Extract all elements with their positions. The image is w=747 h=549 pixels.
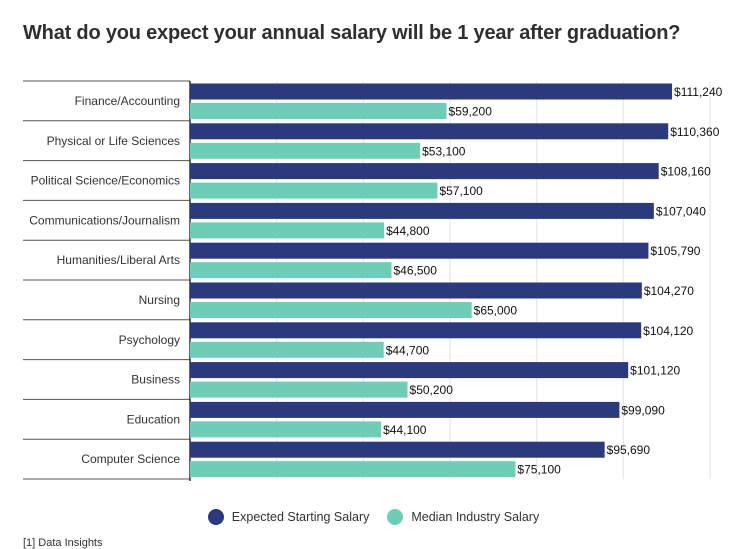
data-label-expected: $95,690 [607,443,651,457]
category-label: Communications/Journalism [29,213,180,227]
legend-swatch-median [387,509,404,525]
salary-bar-chart: Finance/Accounting $111,240 $59,200 Physica… [23,80,723,481]
data-label-expected: $105,790 [650,244,700,258]
bar-median [190,461,516,478]
category-label: Humanities/Liberal Arts [57,253,180,267]
chart-title: What do you expect your annual salary wi… [23,22,681,44]
bar-median [190,182,438,199]
category-label: Business [131,373,180,387]
bar-expected [190,282,642,299]
data-label-median: $53,100 [422,144,466,158]
category-label: Computer Science [81,452,180,466]
bar-expected [190,83,673,100]
data-label-expected: $108,160 [661,165,711,179]
bar-median [190,381,408,398]
category-label: Education [127,412,180,426]
bar-median [190,421,382,438]
bar-expected [190,242,649,259]
bar-median [190,302,472,318]
category-label: Psychology [119,333,180,347]
data-label-expected: $107,040 [656,204,706,218]
category-label: Physical or Life Sciences [47,134,180,148]
category-label: Nursing [139,293,180,307]
bar-expected [190,401,620,418]
data-label-expected: $99,090 [621,403,665,417]
legend-swatch-expected [207,509,224,525]
data-label-median: $65,000 [474,304,518,318]
category-label: Finance/Accounting [75,94,180,108]
legend-item-median[interactable]: Median Industry Salary [387,509,539,525]
data-label-expected: $104,270 [644,284,694,298]
legend-label-median: Median Industry Salary [411,510,540,524]
footnote: [1] Data Insights [23,537,103,549]
bar-median [190,103,447,119]
chart-legend: Expected Starting Salary Median Industry… [0,509,747,525]
bar-expected [190,441,605,458]
data-label-expected: $104,120 [643,324,693,338]
data-label-expected: $110,360 [670,125,719,139]
data-label-median: $44,800 [386,224,430,238]
data-label-median: $57,100 [439,184,483,198]
bar-median [190,341,384,358]
bar-expected [190,202,654,219]
data-label-median: $59,200 [449,105,493,119]
bar-median [190,222,385,239]
bar-median [190,142,421,159]
bar-expected [190,163,659,180]
bar-expected [190,123,669,140]
data-label-median: $44,700 [386,343,430,357]
bar-median [190,262,392,279]
legend-label-expected: Expected Starting Salary [231,510,370,524]
legend-item-expected[interactable]: Expected Starting Salary [207,509,370,525]
data-label-expected: $111,240 [674,85,723,99]
data-label-median: $75,100 [517,463,561,477]
bar-expected [190,322,642,339]
data-label-expected: $101,120 [630,364,680,378]
category-label: Political Science/Economics [31,174,180,188]
data-label-median: $44,100 [383,423,427,437]
bar-expected [190,362,629,379]
data-label-median: $50,200 [410,383,454,397]
data-label-median: $46,500 [394,264,438,278]
